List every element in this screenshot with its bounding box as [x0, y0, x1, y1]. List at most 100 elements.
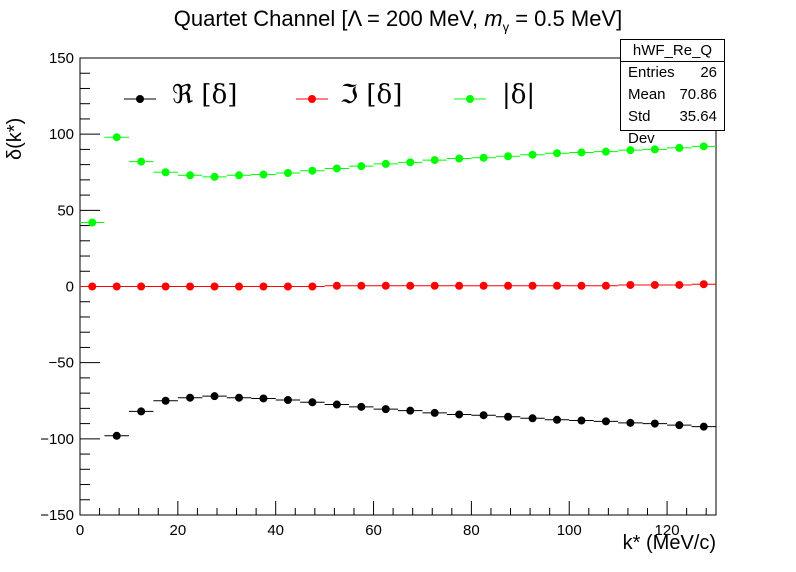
stats-box: hWF_Re_Q Entries 26 Mean 70.86 Std Dev 3…	[620, 39, 725, 147]
data-point	[112, 133, 121, 142]
data-point	[161, 168, 170, 177]
data-point	[528, 414, 537, 423]
data-point	[553, 149, 561, 158]
data-point	[161, 282, 170, 291]
legend-marker	[466, 95, 474, 103]
data-point	[577, 416, 586, 425]
data-point	[235, 393, 243, 402]
data-point	[186, 171, 195, 180]
stats-label: Entries	[628, 64, 675, 81]
data-point	[675, 421, 684, 430]
data-point	[308, 166, 317, 175]
data-point	[406, 406, 415, 415]
data-point	[553, 281, 561, 290]
x-axis-title: k* (MeV/c)	[622, 532, 716, 554]
data-point	[430, 281, 439, 290]
data-point	[479, 411, 488, 420]
x-tick-label: 60	[365, 522, 382, 539]
data-point	[553, 415, 561, 424]
data-point	[210, 392, 219, 401]
data-point	[650, 145, 659, 154]
legend-label-real: ℜ [δ]	[172, 80, 238, 110]
data-point	[308, 282, 317, 291]
data-point	[88, 282, 97, 291]
stats-label: Std Dev	[628, 108, 655, 147]
x-tick-label: 40	[267, 522, 284, 539]
data-point	[699, 142, 708, 151]
data-point	[332, 400, 341, 409]
data-point	[381, 159, 390, 168]
stats-row-stddev: Std Dev 35.64	[621, 106, 724, 147]
data-point	[357, 402, 366, 411]
data-point	[455, 281, 464, 290]
data-point	[357, 281, 366, 290]
data-point	[528, 281, 537, 290]
data-point	[406, 158, 415, 167]
y-tick-label: −100	[40, 431, 74, 448]
data-point	[699, 422, 708, 431]
data-point	[186, 282, 195, 291]
data-point	[137, 282, 146, 291]
stats-name: hWF_Re_Q	[621, 40, 724, 62]
x-tick-label: 20	[170, 522, 187, 539]
y-tick-label: 100	[49, 126, 74, 143]
data-point	[357, 162, 366, 171]
y-tick-label: −150	[40, 507, 74, 524]
stats-value: 26	[700, 64, 717, 81]
data-point	[332, 164, 341, 173]
data-point	[601, 147, 610, 156]
data-point	[235, 282, 243, 291]
data-point	[210, 282, 219, 291]
data-point	[650, 280, 659, 289]
data-point	[381, 405, 390, 414]
x-tick-label: 0	[76, 522, 84, 539]
y-tick-label: 150	[49, 50, 74, 67]
stats-value: 35.64	[679, 108, 717, 125]
data-point	[259, 170, 268, 179]
data-point	[455, 154, 464, 163]
data-point	[626, 418, 635, 427]
data-point	[259, 394, 268, 403]
data-point	[504, 281, 513, 290]
stats-value: 70.86	[679, 86, 717, 103]
x-tick-label: 80	[463, 522, 480, 539]
data-point	[235, 171, 243, 180]
data-point	[210, 172, 219, 181]
stats-label: Mean	[628, 86, 666, 103]
data-point	[430, 408, 439, 417]
data-point	[504, 152, 513, 161]
y-tick-label: 0	[66, 279, 74, 296]
data-point	[577, 148, 586, 157]
data-point	[528, 150, 537, 159]
data-point	[161, 396, 170, 405]
data-point	[259, 282, 268, 291]
data-point	[675, 143, 684, 152]
data-point	[88, 218, 97, 227]
data-point	[332, 281, 341, 290]
stats-row-mean: Mean 70.86	[621, 84, 724, 106]
legend-marker	[308, 95, 316, 103]
data-point	[479, 281, 488, 290]
y-tick-label: −50	[49, 355, 74, 372]
data-point	[283, 282, 292, 291]
legend-label-imag: ℑ [δ]	[340, 80, 403, 110]
data-point	[699, 280, 708, 289]
legend-label-abs: |δ|	[502, 80, 536, 110]
data-point	[675, 280, 684, 289]
data-point	[601, 281, 610, 290]
data-point	[479, 153, 488, 162]
data-point	[186, 393, 195, 402]
y-tick-label: 50	[57, 202, 74, 219]
data-point	[137, 157, 146, 166]
data-point	[430, 156, 439, 165]
data-point	[112, 431, 121, 440]
data-point	[504, 412, 513, 421]
data-point	[406, 281, 415, 290]
data-point	[650, 419, 659, 428]
data-point	[381, 281, 390, 290]
data-point	[577, 281, 586, 290]
data-point	[601, 417, 610, 426]
data-point	[308, 398, 317, 407]
y-axis-title: δ(k*)	[4, 117, 26, 160]
